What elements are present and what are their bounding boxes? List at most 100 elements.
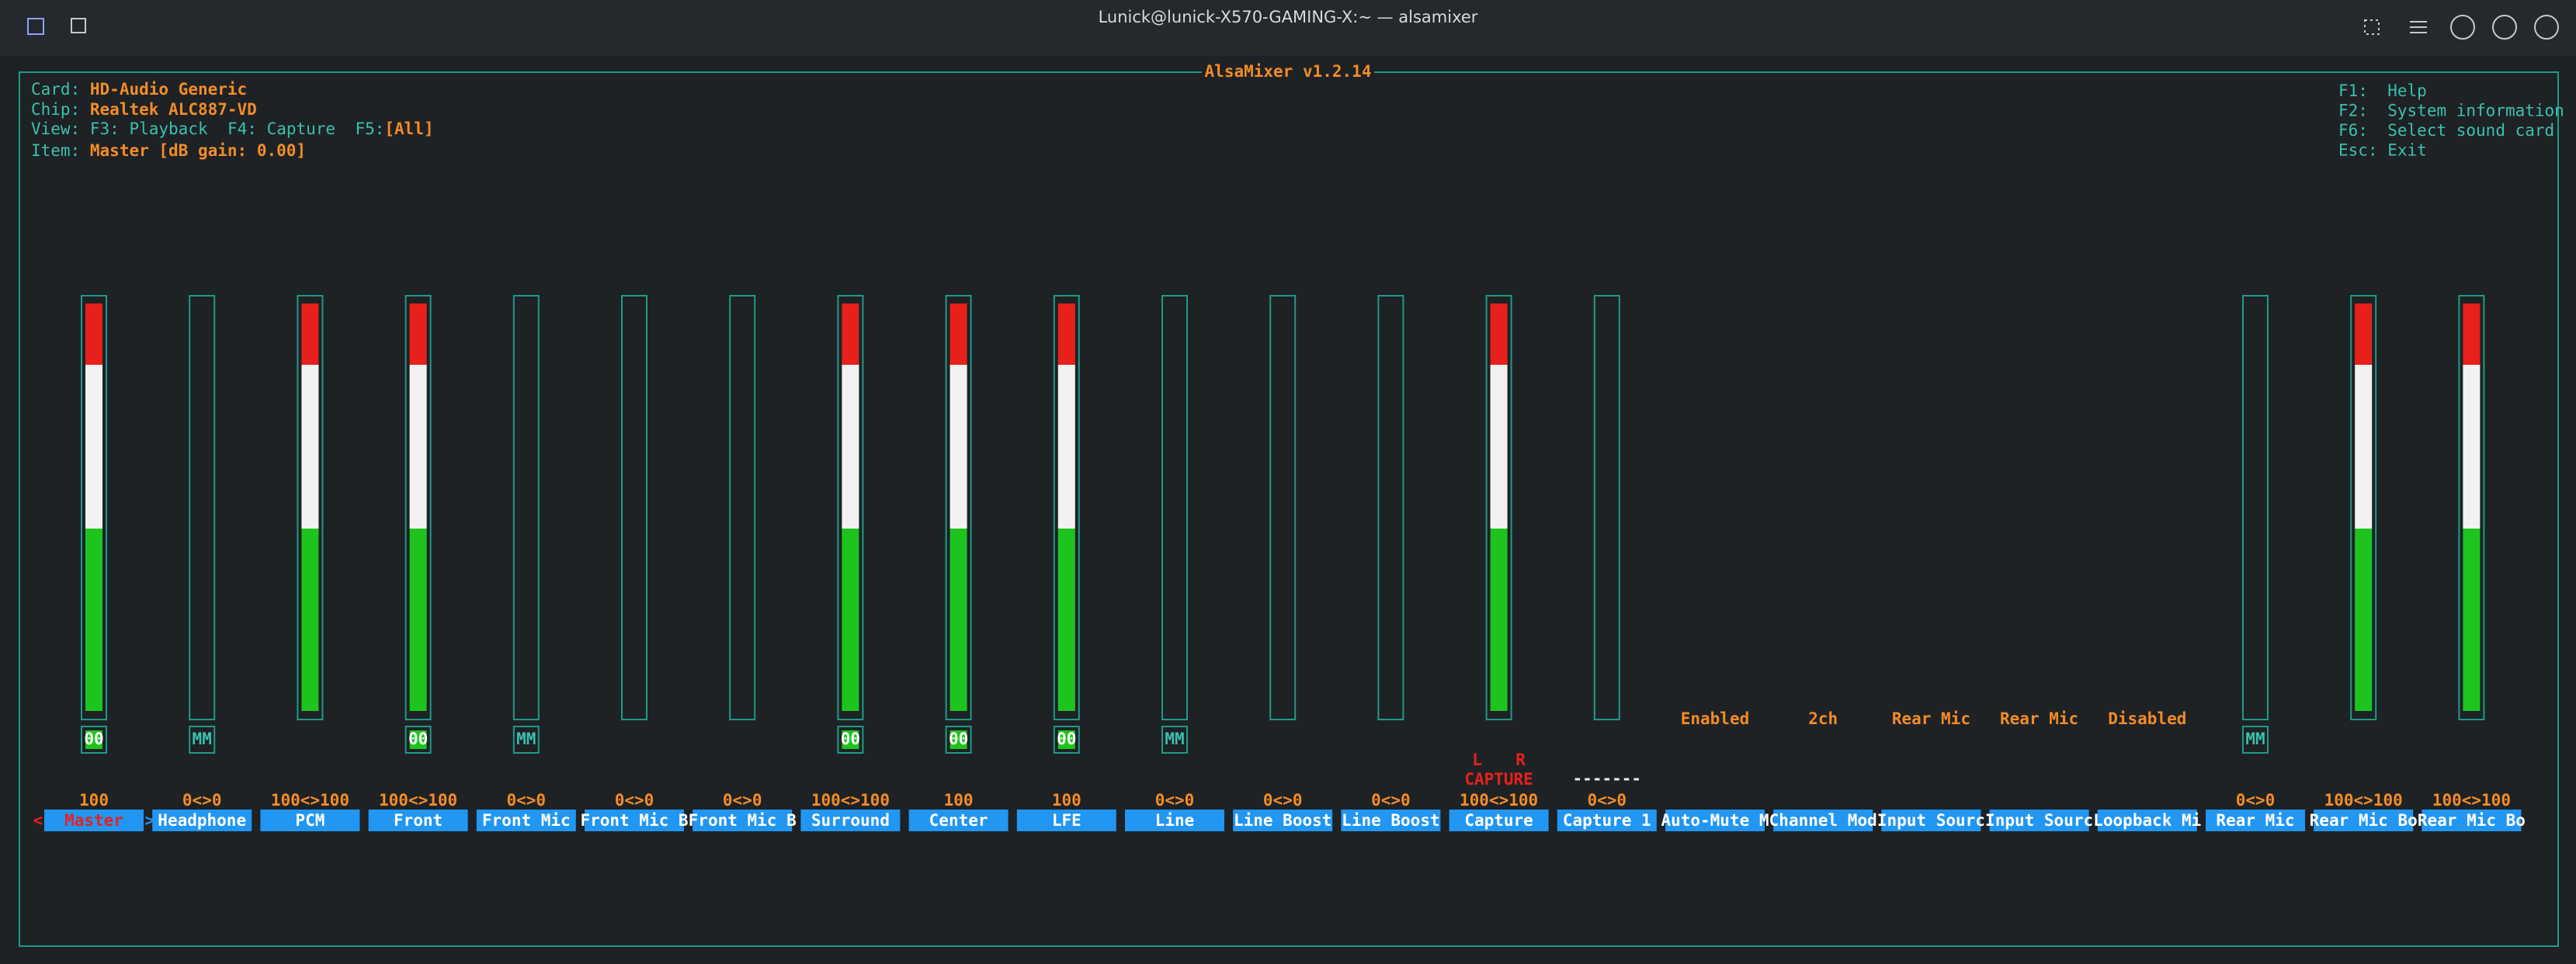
value-label: 100 [1052,791,1081,810]
mute-box [404,726,432,754]
mute-box [837,726,864,754]
mute-fill [85,730,102,749]
info-value: Master [dB gain: 0.00] [90,141,306,160]
control-name: Rear Mic Bo [2418,811,2526,830]
volume-bar [729,295,756,720]
value-label: 100<>100 [2432,791,2511,810]
name-box[interactable] [368,810,468,831]
mute-box [1161,726,1188,754]
app-icon[interactable] [27,18,44,35]
control-name: Front Mic [482,811,571,830]
level-green [85,529,102,711]
pin-icon[interactable] [71,18,86,33]
name-box[interactable] [1989,810,2089,831]
name-box[interactable] [1341,810,1441,831]
volume-bar [621,295,647,720]
name-box[interactable] [1125,810,1224,831]
mute-fill [409,730,427,749]
volume-bar [1485,295,1512,720]
capture-channel: L [1472,751,1482,769]
menu-button[interactable] [2410,21,2427,33]
minimize-button[interactable] [2450,15,2475,40]
level-white [85,365,102,529]
level-red [2463,303,2481,365]
name-box[interactable] [476,810,576,831]
close-button[interactable] [2534,15,2559,40]
control-name: Line Boost [1234,811,1331,830]
name-box[interactable] [1233,810,1333,831]
level-red [842,303,859,365]
volume-bar [512,295,540,720]
name-box[interactable] [2206,810,2305,831]
name-box[interactable] [2314,810,2414,831]
title-bar [0,0,2576,56]
mute-box [512,726,540,754]
control-name: Input Sourc [1877,811,1985,830]
volume-bar [1269,295,1297,720]
view-value: [All] [384,120,433,138]
help-key: F1: [2338,81,2368,100]
value-label: 0<>0 [615,791,654,810]
control-name: Line [1155,811,1195,830]
name-box[interactable] [2097,810,2197,831]
name-box[interactable] [2422,810,2522,831]
mute-state: 00 [949,730,968,748]
maximize-button[interactable] [2492,15,2517,40]
control-name: Auto-Mute M [1661,811,1769,830]
value-label: 0<>0 [723,791,762,810]
help-text: System information [2387,102,2564,120]
value-label: 0<>0 [182,791,222,810]
name-box[interactable] [800,810,901,831]
level-white [950,365,967,529]
help-key: F2: [2338,102,2368,120]
name-box[interactable] [1773,810,1873,831]
volume-bar [945,295,972,720]
level-white [842,365,859,529]
level-green [2463,529,2481,711]
value-label: 100<>100 [811,791,890,810]
volume-bar [2242,295,2269,720]
info-label: Item: [31,141,80,160]
control-name: Surround [811,811,890,830]
mute-box [945,726,972,754]
control-name: Input Sourc [1985,811,2093,830]
control-name: Center [929,811,988,830]
control-name: LFE [1052,811,1081,830]
info-value: HD-Audio Generic [90,80,247,99]
name-box[interactable] [152,810,252,831]
mute-box [81,726,107,754]
enum-value: Disabled [2108,709,2186,728]
name-box[interactable] [44,810,144,831]
value-label: 0<>0 [1588,791,1627,810]
name-box[interactable] [1557,810,1657,831]
name-box[interactable] [1665,810,1765,831]
name-box[interactable] [1449,810,1549,831]
control-name: Rear Mic Bo [2310,811,2418,830]
control-name: Channel Mod [1769,811,1877,830]
control-name: Rear Mic [2216,811,2294,830]
value-label: 100<>100 [379,791,457,810]
level-green [1057,529,1075,711]
mixer-title-bg [1202,62,1374,82]
mute-fill [842,730,859,749]
level-green [950,529,967,711]
mute-state: MM [193,730,212,748]
volume-bar [81,295,107,720]
control-name: Capture 1 [1563,811,1651,830]
volume-bar [1377,295,1404,720]
help-key: F6: [2338,121,2368,140]
name-box[interactable] [1881,810,1981,831]
help-text: Help [2387,81,2427,100]
control-name: PCM [295,811,325,830]
name-box[interactable] [1016,810,1116,831]
name-box[interactable] [585,810,684,831]
volume-bar [1593,295,1620,720]
level-red [1490,303,1508,365]
menu-grid[interactable] [2364,19,2380,35]
name-box[interactable] [908,810,1009,831]
volume-bar [2458,295,2485,720]
value-label: 0<>0 [507,791,547,810]
name-box[interactable] [260,810,360,831]
name-box[interactable] [693,810,793,831]
